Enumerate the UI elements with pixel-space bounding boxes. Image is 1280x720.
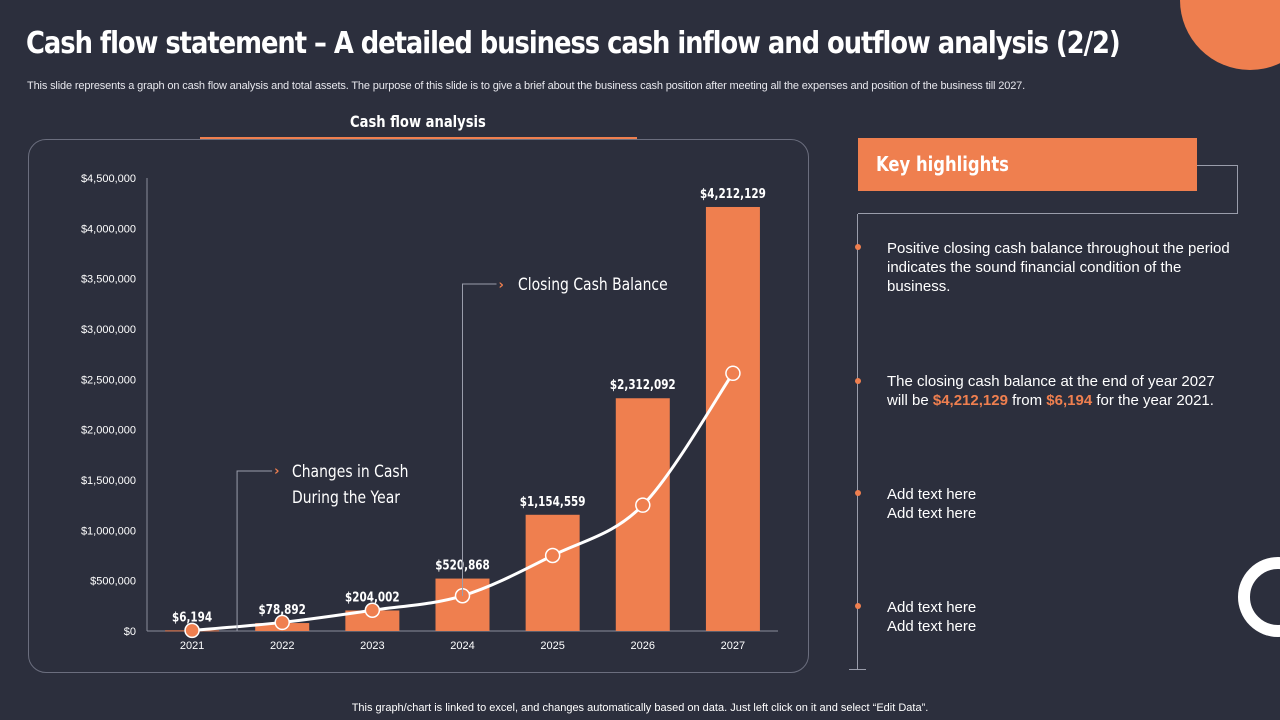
annotation-label: Closing Cash Balance <box>518 275 668 295</box>
line-point <box>725 365 741 382</box>
bar <box>705 206 760 632</box>
cash-flow-chart[interactable]: $0 $500,000 $1,000,000 $1,500,000 $2,000,000… <box>0 0 830 690</box>
annotation-leader <box>236 470 273 631</box>
highlight-item-1: Positive closing cash balance throughout… <box>887 239 1237 296</box>
x-tick-label: 2021 <box>180 640 204 652</box>
placeholder-text[interactable]: Add text here <box>887 599 977 616</box>
placeholder-text[interactable]: Add text here <box>887 618 977 635</box>
highlight-text: Positive closing cash balance throughout… <box>887 240 1230 295</box>
line-point <box>274 614 290 631</box>
bar-value-label: $4,212,129 <box>700 186 766 201</box>
y-tick-label: $1,000,000 <box>81 525 136 537</box>
chart-heading-label: Cash flow analysis <box>350 112 486 131</box>
page-subtitle: This slide represents a graph on cash fl… <box>27 80 1026 92</box>
bullet-dot <box>855 378 861 384</box>
chart-frame[interactable] <box>28 139 809 673</box>
y-tick-label: $2,000,000 <box>81 425 136 437</box>
y-tick-label: $0 <box>124 626 136 638</box>
key-highlights-title: Key highlights <box>876 152 1009 176</box>
highlight-frame-line <box>858 213 1238 214</box>
annotation-label: During the Year <box>292 488 401 508</box>
highlight-text: for the year 2021. <box>1092 392 1214 409</box>
y-tick-label: $3,000,000 <box>81 324 136 336</box>
highlight-text: from <box>1007 392 1047 409</box>
bar <box>345 610 400 631</box>
x-tick-label: 2026 <box>631 640 655 652</box>
highlight-value-2021: $6,194 <box>1046 392 1093 409</box>
line-point <box>184 622 200 639</box>
y-tick-label: $4,500,000 <box>81 173 136 185</box>
annotation-label: Changes in Cash <box>292 462 408 482</box>
footer-note: This graph/chart is linked to excel, and… <box>351 702 929 714</box>
annotation-arrow: › <box>274 464 279 479</box>
bar-value-label: $1,154,559 <box>520 494 586 509</box>
x-tick-label: 2025 <box>540 640 564 652</box>
line-point <box>544 547 561 564</box>
y-tick-label: $4,000,000 <box>81 223 136 235</box>
y-tick-label: $500,000 <box>90 576 136 588</box>
highlight-value-2027: $4,212,129 <box>932 392 1008 409</box>
decorative-circle-top <box>1180 0 1280 70</box>
bar <box>525 514 580 631</box>
highlight-frame-bracket <box>1197 165 1238 214</box>
line-point <box>364 602 381 619</box>
placeholder-text[interactable]: Add text here <box>887 505 977 522</box>
y-tick-label: $1,500,000 <box>81 475 136 487</box>
chart-heading: Cash flow analysis <box>200 109 637 139</box>
highlight-timeline <box>857 214 858 670</box>
bar <box>615 398 670 631</box>
y-tick-label: $3,500,000 <box>81 274 136 286</box>
placeholder-text[interactable]: Add text here <box>887 486 977 503</box>
bullet-dot <box>855 603 861 609</box>
key-highlights-header: Key highlights <box>858 138 1197 191</box>
x-tick-label: 2023 <box>360 640 384 652</box>
annotation-arrow: › <box>499 278 504 293</box>
decorative-ring <box>1238 557 1280 637</box>
y-tick-label: $2,500,000 <box>81 374 136 386</box>
bullet-dot <box>855 244 861 250</box>
highlight-text: The closing cash balance at the end of y… <box>887 373 1215 409</box>
bar-value-label: $6,194 <box>172 609 212 624</box>
x-tick-label: 2022 <box>270 640 294 652</box>
x-tick-label: 2024 <box>450 640 474 652</box>
highlight-item-4[interactable]: Add text here Add text here <box>887 598 1237 636</box>
highlight-item-2: The closing cash balance at the end of y… <box>887 372 1237 410</box>
bar-value-label: $204,002 <box>345 589 400 604</box>
line-point <box>635 497 651 513</box>
highlight-item-3[interactable]: Add text here Add text here <box>887 485 1237 523</box>
annotation-leader <box>462 283 497 596</box>
bar-value-label: $78,892 <box>259 602 306 617</box>
x-tick-label: 2027 <box>721 640 745 652</box>
bullet-dot <box>855 490 861 496</box>
timeline-end-cap <box>849 669 866 670</box>
bar-value-label: $2,312,092 <box>610 377 676 392</box>
page-title: Cash flow statement – A detailed busines… <box>26 26 1121 61</box>
